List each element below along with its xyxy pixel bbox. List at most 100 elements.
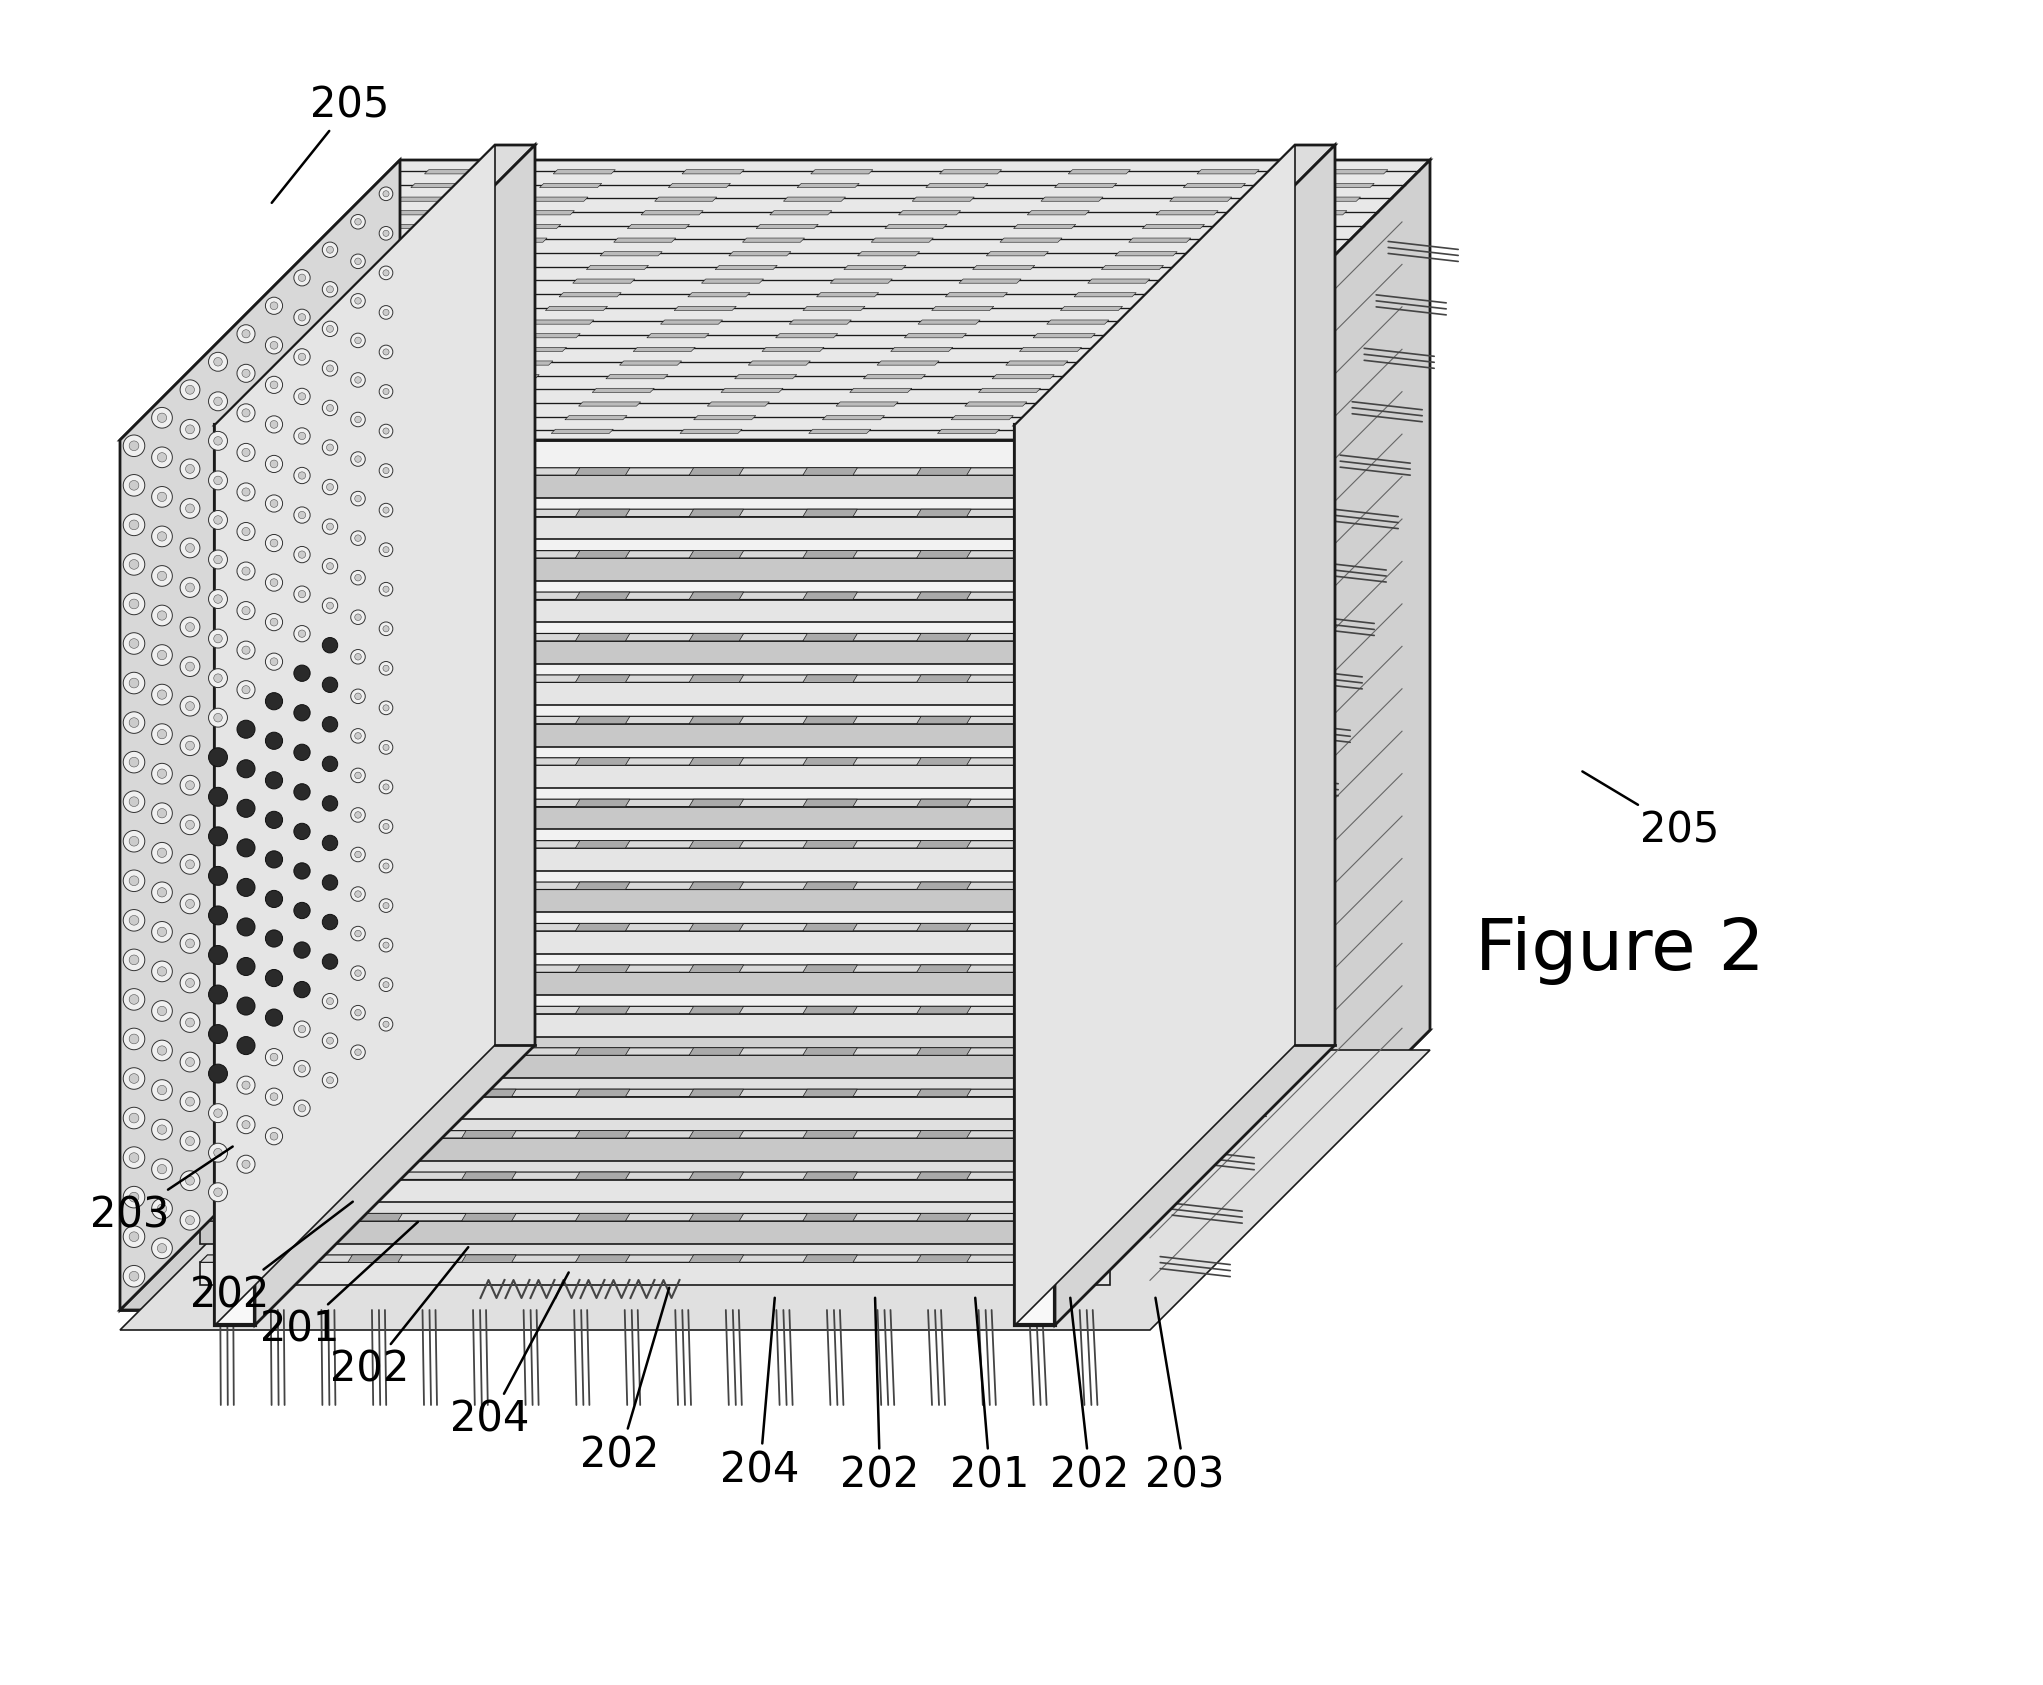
Circle shape	[323, 757, 337, 772]
Circle shape	[241, 448, 249, 457]
Circle shape	[298, 511, 306, 519]
Polygon shape	[200, 765, 1109, 789]
Circle shape	[180, 1210, 200, 1230]
Circle shape	[123, 869, 145, 891]
Polygon shape	[576, 1006, 629, 1014]
Polygon shape	[1030, 716, 1085, 725]
Circle shape	[180, 1051, 200, 1072]
Polygon shape	[803, 758, 858, 765]
Polygon shape	[682, 170, 744, 174]
Polygon shape	[654, 197, 717, 201]
Polygon shape	[255, 145, 535, 1324]
Polygon shape	[462, 551, 517, 558]
Polygon shape	[1030, 1048, 1085, 1055]
Polygon shape	[1030, 1213, 1085, 1222]
Circle shape	[208, 431, 227, 450]
Circle shape	[186, 583, 194, 591]
Polygon shape	[411, 184, 474, 187]
Polygon shape	[1015, 425, 1054, 1324]
Circle shape	[208, 1065, 227, 1083]
Polygon shape	[789, 320, 852, 324]
Polygon shape	[200, 591, 1118, 600]
Circle shape	[323, 598, 337, 613]
Circle shape	[186, 386, 194, 394]
Circle shape	[157, 612, 168, 620]
Polygon shape	[688, 1048, 744, 1055]
Polygon shape	[200, 881, 1118, 890]
Circle shape	[157, 967, 168, 976]
Polygon shape	[911, 197, 975, 201]
Circle shape	[270, 578, 278, 586]
Circle shape	[208, 827, 227, 846]
Polygon shape	[423, 430, 484, 433]
Polygon shape	[390, 334, 452, 337]
Circle shape	[186, 465, 194, 473]
Circle shape	[180, 617, 200, 637]
Circle shape	[151, 1040, 172, 1062]
Circle shape	[186, 741, 194, 750]
Polygon shape	[343, 251, 405, 256]
Polygon shape	[206, 388, 268, 393]
Polygon shape	[972, 265, 1034, 270]
Text: 201: 201	[950, 1297, 1030, 1496]
Circle shape	[351, 768, 366, 782]
Circle shape	[186, 544, 194, 553]
Circle shape	[355, 733, 362, 740]
Circle shape	[151, 960, 172, 982]
Polygon shape	[1197, 170, 1258, 174]
Circle shape	[123, 1068, 145, 1089]
Circle shape	[151, 684, 172, 704]
Polygon shape	[288, 307, 349, 310]
Circle shape	[237, 878, 255, 896]
Polygon shape	[200, 972, 1109, 996]
Circle shape	[323, 243, 337, 258]
Circle shape	[351, 689, 366, 704]
Circle shape	[237, 364, 255, 382]
Polygon shape	[329, 265, 390, 270]
Circle shape	[186, 1176, 194, 1185]
Polygon shape	[1134, 361, 1197, 366]
Circle shape	[180, 696, 200, 716]
Circle shape	[323, 361, 337, 376]
Polygon shape	[425, 170, 486, 174]
Circle shape	[294, 704, 311, 721]
Polygon shape	[1030, 509, 1085, 517]
Circle shape	[237, 957, 255, 976]
Polygon shape	[200, 1137, 1109, 1161]
Polygon shape	[648, 334, 709, 337]
Polygon shape	[247, 347, 308, 352]
Polygon shape	[1066, 430, 1128, 433]
Polygon shape	[347, 1255, 402, 1262]
Circle shape	[266, 575, 282, 591]
Polygon shape	[200, 509, 1118, 517]
Circle shape	[180, 499, 200, 519]
Circle shape	[380, 662, 392, 676]
Polygon shape	[925, 184, 989, 187]
Polygon shape	[811, 170, 872, 174]
Polygon shape	[462, 634, 517, 640]
Polygon shape	[958, 280, 1022, 283]
Circle shape	[270, 1094, 278, 1100]
Circle shape	[327, 998, 333, 1004]
Circle shape	[351, 649, 366, 664]
Circle shape	[351, 848, 366, 861]
Circle shape	[157, 413, 168, 423]
Polygon shape	[1081, 416, 1142, 420]
Circle shape	[294, 467, 311, 484]
Circle shape	[270, 381, 278, 389]
Polygon shape	[1142, 224, 1205, 229]
Polygon shape	[235, 551, 288, 558]
Circle shape	[355, 930, 362, 937]
Circle shape	[270, 618, 278, 627]
Circle shape	[123, 672, 145, 694]
Polygon shape	[803, 1255, 858, 1262]
Circle shape	[237, 1036, 255, 1055]
Polygon shape	[200, 1089, 1118, 1097]
Polygon shape	[803, 509, 858, 517]
Circle shape	[266, 534, 282, 551]
Circle shape	[298, 354, 306, 361]
Polygon shape	[917, 509, 970, 517]
Polygon shape	[803, 966, 858, 972]
Polygon shape	[462, 966, 517, 972]
Polygon shape	[1030, 676, 1085, 682]
